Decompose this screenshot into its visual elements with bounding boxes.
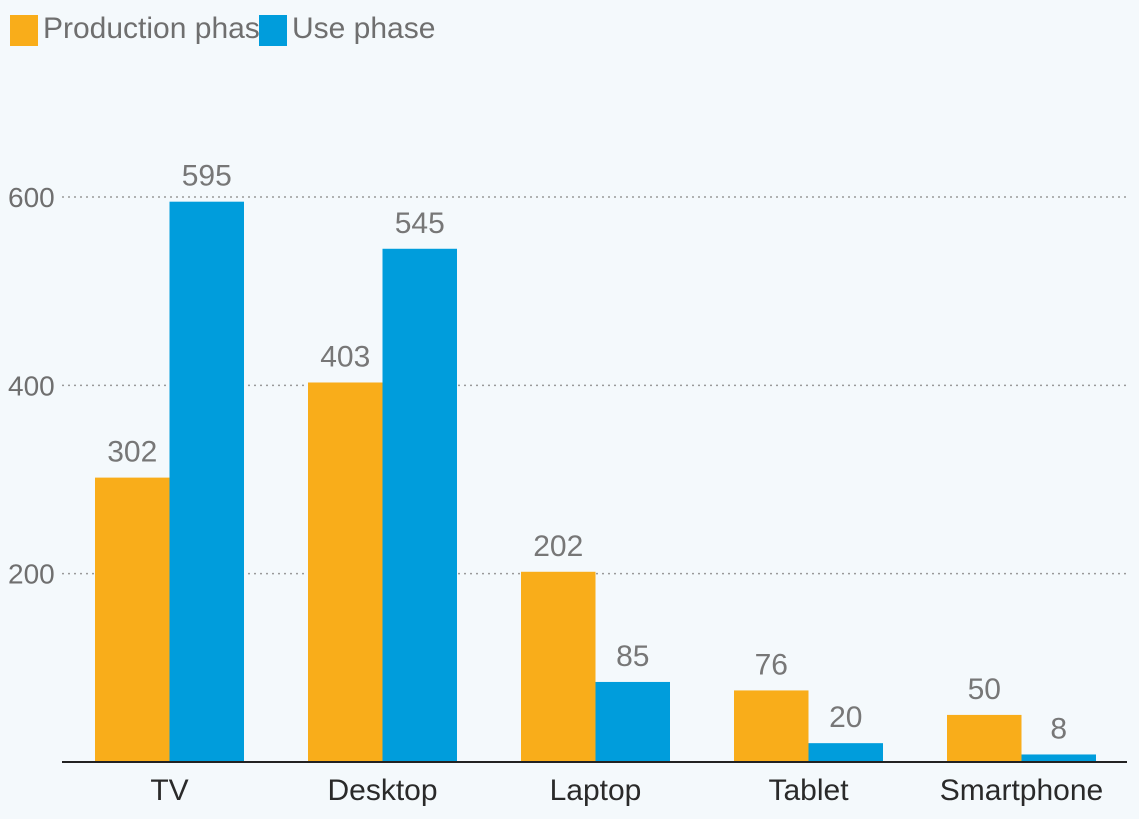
legend-swatch-1 bbox=[259, 15, 287, 46]
category-labels: TV Desktop Laptop Tablet Smartphone bbox=[150, 774, 1103, 807]
bar-tv-0 bbox=[95, 477, 170, 762]
legend-swatch-0 bbox=[10, 15, 38, 46]
y-axis-ticks: 200 400 600 bbox=[8, 182, 55, 590]
data-label-desktop-0: 403 bbox=[320, 340, 370, 373]
category-label-tv: TV bbox=[150, 774, 188, 807]
data-label-tv-0: 302 bbox=[107, 436, 157, 469]
data-label-tablet-1: 20 bbox=[829, 701, 862, 734]
category-label-tablet: Tablet bbox=[768, 774, 849, 807]
data-label-laptop-1: 85 bbox=[616, 640, 649, 673]
legend: Production phase Use phase bbox=[10, 12, 435, 46]
data-label-tablet-0: 76 bbox=[755, 648, 788, 681]
data-label-laptop-0: 202 bbox=[533, 530, 583, 563]
bar-laptop-0 bbox=[521, 571, 596, 762]
legend-label-1: Use phase bbox=[292, 12, 435, 45]
category-label-smartphone: Smartphone bbox=[940, 774, 1103, 807]
y-tick-label-400: 400 bbox=[8, 370, 55, 401]
bar-smartphone-0 bbox=[947, 714, 1022, 762]
category-label-laptop: Laptop bbox=[550, 774, 642, 807]
bars bbox=[95, 201, 1096, 763]
data-labels: 302 595 403 545 202 85 76 20 50 8 bbox=[107, 160, 1067, 746]
y-tick-label-600: 600 bbox=[8, 182, 55, 213]
category-label-desktop: Desktop bbox=[327, 774, 437, 807]
data-label-smartphone-0: 50 bbox=[968, 673, 1001, 706]
legend-label-0: Production phase bbox=[43, 12, 277, 45]
y-tick-label-200: 200 bbox=[8, 559, 55, 590]
bar-tablet-0 bbox=[734, 690, 809, 762]
bar-smartphone-1 bbox=[1021, 754, 1096, 762]
bar-desktop-1 bbox=[382, 248, 457, 762]
data-label-desktop-1: 545 bbox=[395, 207, 445, 240]
data-label-smartphone-1: 8 bbox=[1050, 712, 1067, 745]
bar-tv-1 bbox=[169, 201, 244, 763]
bar-tablet-1 bbox=[808, 743, 883, 762]
bar-desktop-0 bbox=[308, 382, 383, 762]
bar-laptop-1 bbox=[595, 681, 670, 762]
data-label-tv-1: 595 bbox=[182, 160, 232, 193]
